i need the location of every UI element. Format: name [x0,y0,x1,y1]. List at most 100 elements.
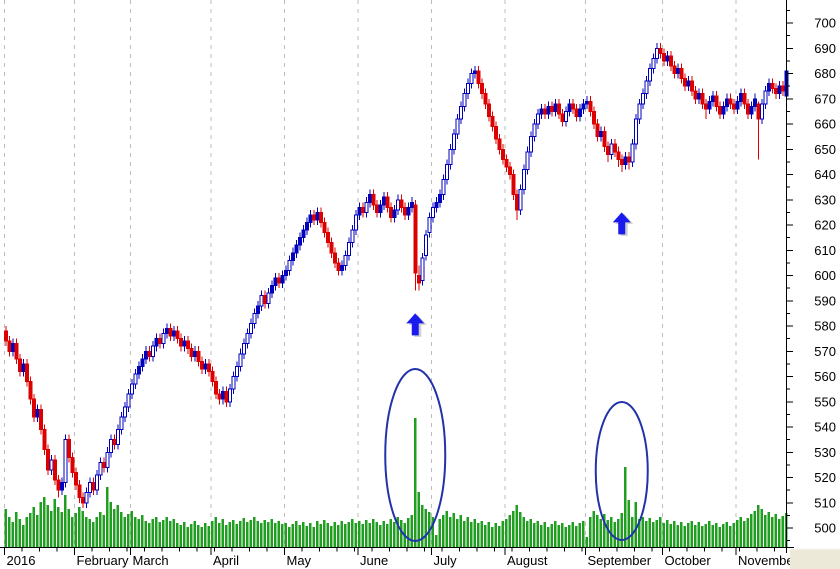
x-axis-label: November [738,553,799,568]
candle-body [350,229,355,244]
volume-bar [414,418,417,547]
volume-bar [239,521,242,547]
y-axis-label: 510 [814,495,836,510]
candle-body [710,95,715,102]
candle-body [224,391,229,403]
volume-bar [123,517,126,547]
candle-body [399,199,404,208]
candle-body [308,214,313,223]
candle-body [721,105,726,115]
volume-spike-june [384,368,447,542]
volume-bar [242,518,245,547]
volume-bar [694,525,697,547]
volume-bar [603,514,606,547]
volume-bar [400,520,403,547]
volume-bar [288,527,291,547]
candle-body [616,151,621,160]
candle-body [248,322,253,335]
volume-bar [281,524,284,547]
candle-body [276,277,281,284]
candle-body [462,93,467,107]
candle-body [38,408,43,431]
volume-bar [382,521,385,547]
volume-bar [298,525,301,547]
candle-body [14,343,19,360]
candle-body [556,103,561,115]
volume-bar [15,512,18,547]
volume-bar [116,505,119,547]
volume-bar [193,521,196,547]
volume-bar [666,520,669,547]
candle-body [759,103,764,120]
volume-bar [613,522,616,547]
volume-bar [676,525,679,547]
volume-bar [529,519,532,547]
volume-bar [687,523,690,547]
candle-body [385,196,390,208]
y-axis-label: 540 [814,420,836,435]
y-axis-label: 640 [814,167,836,182]
candle-body [773,88,778,95]
x-axis-label: August [507,553,548,568]
candle-body [318,211,323,223]
candle-body [143,350,148,360]
volume-bar [575,526,578,547]
volume-bar [337,525,340,547]
candle-body [493,126,498,140]
candle-body [672,65,677,75]
volume-bar [309,523,312,547]
candle-body [59,482,64,491]
volume-bar [169,521,172,547]
volume-bar [424,509,427,547]
candle-body [626,156,631,163]
volume-bar [8,517,11,547]
volume-bar [466,517,469,547]
x-axis-label: October [665,553,712,568]
volume-bar [379,525,382,547]
candle-body [21,363,26,372]
volume-bar [396,517,399,547]
candle-body [521,168,526,191]
volume-spike-september [594,401,649,541]
candle-body [360,206,365,213]
candle-body [602,131,607,148]
candle-body [63,439,68,484]
volume-bar [225,525,228,547]
volume-bar [319,524,322,547]
candle-body [35,408,40,418]
volume-bar [470,522,473,547]
volume-bar [274,523,277,547]
volume-bar [344,524,347,547]
candle-body [682,78,687,87]
candle-body [353,214,358,231]
candle-body [511,174,516,196]
volume-bar [764,515,767,547]
volume-bar [102,515,105,547]
candle-body [686,80,691,87]
candle-body [507,166,512,176]
candle-body [367,194,372,203]
volume-bar [417,492,420,547]
volume-bar [183,522,186,547]
candle-body [311,214,316,221]
volume-bar [207,526,210,547]
candle-body [700,93,705,105]
volume-bar [162,520,165,547]
volume-bar [442,515,445,547]
candle-body [756,103,761,120]
volume-bar [53,499,56,547]
candle-body [220,391,225,400]
candle-body [203,363,208,370]
candle-body [182,340,187,347]
candle-body [255,305,260,314]
candle-body [115,429,120,446]
candle-body [395,199,400,211]
volume-bar [148,523,151,547]
volume-bar [137,519,140,547]
volume-bar [407,518,410,547]
volume-bar [291,524,294,547]
volume-bar [757,505,760,547]
candle-body [731,103,736,110]
